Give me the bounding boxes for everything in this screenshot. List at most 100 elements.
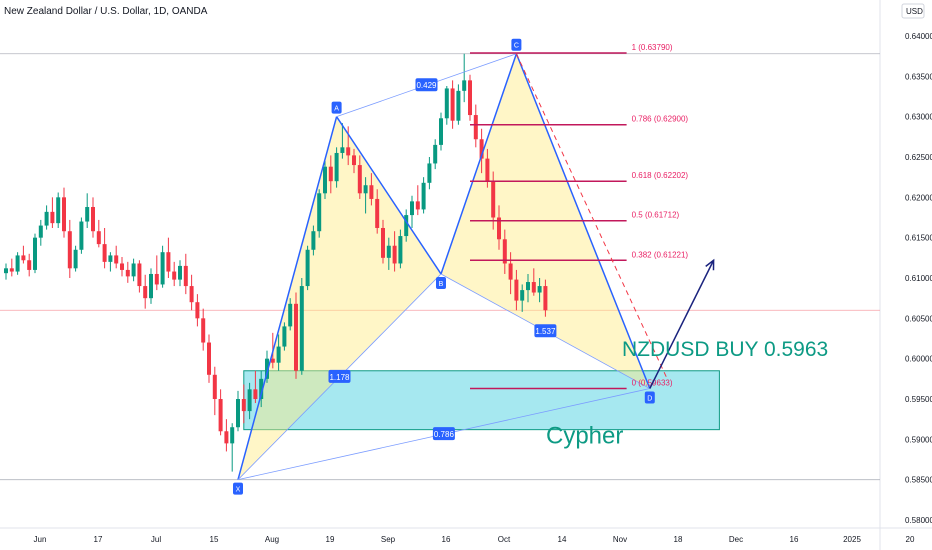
candle-body	[143, 286, 148, 299]
candle-body	[108, 255, 113, 262]
annotation-layer: NZDUSD BUY 0.5963 Cypher	[515, 53, 828, 449]
chart-title: New Zealand Dollar / U.S. Dollar, 1D, OA…	[4, 6, 208, 17]
fib-label: 0.382 (0.61221)	[632, 250, 689, 259]
x-tick-label: Jul	[151, 535, 161, 544]
candle-body	[96, 231, 101, 245]
candle-body	[270, 358, 275, 363]
ratio-label: 1.537	[535, 327, 556, 336]
point-badge	[233, 482, 243, 495]
x-tick-label: 19	[326, 535, 335, 544]
point-label: C	[514, 43, 519, 50]
x-tick-label: 17	[94, 535, 103, 544]
candle-body	[346, 147, 351, 156]
point-label: X	[236, 487, 241, 494]
candle-body	[305, 249, 310, 287]
candle-body	[195, 302, 200, 319]
candle-body	[497, 217, 501, 240]
x-tick-label: Oct	[498, 535, 511, 544]
ratio-badge	[328, 369, 351, 383]
ratio-badge	[432, 427, 455, 441]
candle-body	[491, 181, 496, 218]
currency-box	[901, 3, 925, 19]
candle-body	[44, 211, 49, 226]
candle-body	[120, 263, 124, 270]
ratio-label: 0.786	[434, 430, 455, 439]
y-tick-label: 0.61500	[905, 234, 932, 243]
x-tick-label: Aug	[265, 535, 279, 544]
candle-body	[439, 118, 443, 145]
pattern-leg	[335, 116, 442, 275]
buy-arrow-line	[649, 259, 715, 389]
point-label: A	[334, 106, 339, 113]
candle-body	[230, 427, 235, 444]
candle-body	[537, 286, 542, 293]
candle-body	[178, 265, 182, 280]
candle-body	[381, 227, 385, 258]
candle-body	[450, 88, 455, 121]
candle-body	[473, 115, 478, 140]
fib-label: 0.5 (0.61712)	[632, 211, 680, 220]
candle-body	[526, 282, 530, 291]
ratio-badge	[534, 324, 557, 338]
candle-body	[444, 88, 449, 119]
x-tick-label: Jun	[34, 535, 47, 544]
candle-body	[102, 244, 107, 262]
candle-body	[323, 166, 327, 194]
x-tick-label: 18	[674, 535, 683, 544]
candle-body	[375, 198, 380, 228]
y-tick-label: 0.59000	[905, 435, 932, 444]
candle-body	[398, 236, 403, 264]
y-tick-label: 0.64000	[905, 32, 932, 41]
candle-body	[386, 245, 391, 258]
x-tick-label: Nov	[613, 535, 627, 544]
x-tick-label: 16	[790, 535, 799, 544]
candle-body	[125, 269, 130, 277]
candle-body	[79, 221, 84, 250]
y-tick-label: 0.63000	[905, 113, 932, 122]
candle-body	[456, 90, 461, 121]
y-tick-label: 0.61000	[905, 274, 932, 283]
point-label: D	[647, 396, 652, 403]
candle-body	[259, 378, 264, 399]
ratio-label: 0.429	[416, 81, 437, 90]
candle-body	[15, 255, 20, 272]
candle-body	[67, 231, 72, 269]
candle-body	[299, 286, 304, 371]
candle-body	[276, 346, 281, 363]
ratio-badge	[415, 78, 438, 92]
candle-body	[218, 399, 223, 432]
trade-annotation: NZDUSD BUY 0.5963	[622, 338, 828, 361]
candle-body	[27, 260, 32, 270]
pattern-leg	[440, 53, 518, 275]
candle-body	[247, 389, 252, 412]
x-tick-label: Sep	[381, 535, 396, 544]
candle-body	[514, 279, 519, 301]
candle-body	[56, 197, 61, 224]
candle-body	[369, 185, 374, 199]
y-tick-label: 0.62500	[905, 153, 932, 162]
y-tick-label: 0.59500	[905, 395, 932, 404]
candle-body	[62, 197, 66, 232]
candle-body	[317, 193, 322, 232]
projection-dashed-line	[515, 53, 668, 380]
candle-body	[328, 166, 333, 182]
candle-body	[357, 165, 362, 194]
pattern-leg	[237, 116, 338, 480]
ratio-label: 1.178	[329, 373, 350, 382]
x-tick-label: 2025	[843, 535, 861, 544]
candle-body	[91, 207, 95, 232]
candle-body	[160, 252, 165, 285]
candle-body	[172, 271, 177, 280]
candle-body	[131, 263, 136, 277]
candle-body	[137, 263, 142, 287]
x-tick-label: 15	[210, 535, 219, 544]
candle-body	[392, 245, 397, 264]
candle-body	[166, 252, 171, 272]
y-tick-label: 0.60000	[905, 355, 932, 364]
candle-body	[73, 249, 78, 269]
candle-body	[288, 303, 293, 327]
candle-body	[334, 152, 339, 182]
candle-body	[282, 326, 287, 347]
candle-body	[479, 139, 484, 159]
